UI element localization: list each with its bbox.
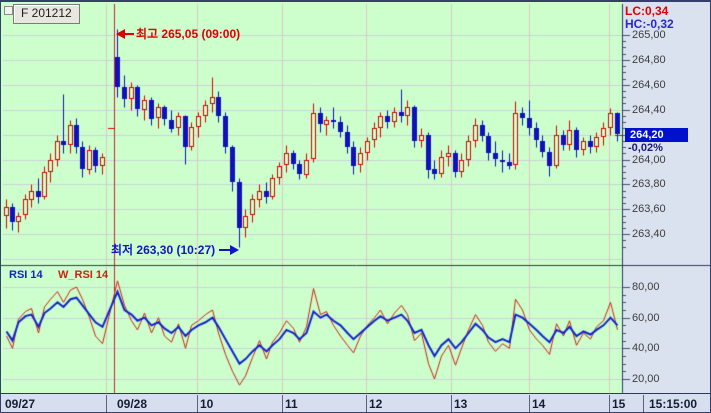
- last-price-badge: 264,20: [625, 128, 688, 142]
- rsi-tick-label: 80,00: [632, 281, 660, 293]
- x-axis-divider: [451, 395, 452, 412]
- x-axis-label: 14: [532, 397, 546, 411]
- symbol-button[interactable]: F 201212: [13, 4, 80, 24]
- x-axis-divider: [282, 395, 283, 412]
- x-axis-label: 15: [612, 397, 626, 411]
- price-tick-label: 264,00: [632, 153, 666, 166]
- price-tick-label: 264,40: [632, 103, 666, 116]
- collapse-toggle-icon[interactable]: [4, 6, 13, 15]
- x-axis-divider: [529, 395, 530, 412]
- rsi-tick-label: 60,00: [632, 311, 660, 324]
- x-axis-label: 12: [369, 397, 383, 411]
- x-axis-divider: [366, 395, 367, 412]
- last-time-label: 15:15:00: [649, 397, 698, 411]
- arrow-left-icon: [116, 28, 125, 39]
- x-axis-label: 09/27: [5, 397, 36, 411]
- x-axis-divider: [643, 395, 644, 412]
- price-tick-label: 264,80: [632, 53, 666, 66]
- rsi-tick-label: 40,00: [632, 342, 660, 355]
- price-tick-label: 264,60: [632, 78, 666, 91]
- x-axis-divider: [106, 395, 107, 412]
- low-change-label: LC:0,34: [625, 4, 669, 18]
- session-high-annotation: 최고 265,05 (09:00): [116, 27, 241, 41]
- rsi-legend-label[interactable]: RSI 14: [9, 269, 43, 281]
- arrow-tail: [125, 32, 134, 35]
- change-percent-label: -0,02%: [628, 142, 663, 154]
- session-low-annotation: 최저 263,30 (10:27): [111, 243, 240, 257]
- high-change-label: HC:-0,32: [625, 17, 674, 31]
- price-tick-label: 263,80: [632, 178, 666, 191]
- x-axis-label: 11: [285, 397, 298, 411]
- x-axis-label: 09/28: [117, 397, 148, 411]
- arrow-tail: [219, 248, 231, 251]
- rsi-tick-label: 20,00: [632, 373, 660, 385]
- session-low-text: 최저 263,30 (10:27): [111, 243, 216, 257]
- price-tick-label: 265,00: [632, 29, 666, 41]
- arrow-right-icon: [230, 244, 240, 255]
- x-axis-divider: [609, 395, 610, 412]
- price-tick-label: 263,40: [632, 228, 666, 241]
- x-axis-label: 13: [454, 397, 468, 411]
- x-axis-divider: [197, 395, 198, 412]
- wrsi-legend-label[interactable]: W_RSI 14: [58, 269, 109, 281]
- x-axis-label: 10: [200, 397, 214, 411]
- session-high-text: 최고 265,05 (09:00): [136, 27, 241, 41]
- price-tick-label: 263,60: [632, 203, 666, 216]
